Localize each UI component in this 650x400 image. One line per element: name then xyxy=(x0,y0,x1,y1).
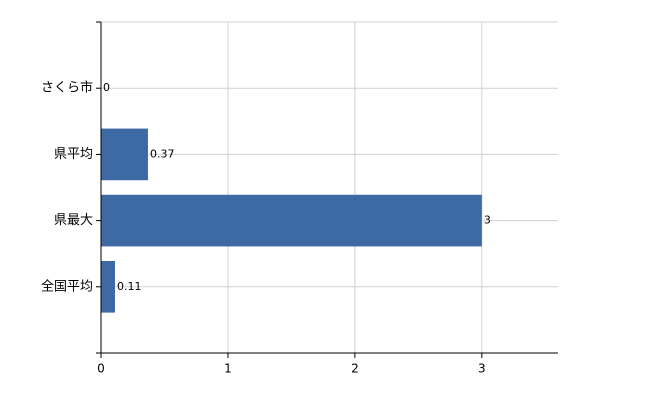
data-label: 0.37 xyxy=(150,147,175,160)
y-tick-label: 県最大 xyxy=(54,213,93,228)
x-tick-label: 0 xyxy=(97,362,105,376)
y-tick-label: さくら市 xyxy=(41,80,93,96)
data-label: 0 xyxy=(103,81,110,94)
data-label: 3 xyxy=(484,214,491,227)
y-tick-label: 全国平均 xyxy=(41,278,93,294)
x-tick-label: 2 xyxy=(351,362,359,376)
y-tick-label: 県平均 xyxy=(54,147,93,162)
x-tick-label: 3 xyxy=(478,362,486,376)
data-label: 0.11 xyxy=(117,280,142,293)
bar xyxy=(101,128,148,181)
bar xyxy=(101,194,482,247)
x-tick-label: 1 xyxy=(224,362,232,376)
bar xyxy=(101,260,115,313)
